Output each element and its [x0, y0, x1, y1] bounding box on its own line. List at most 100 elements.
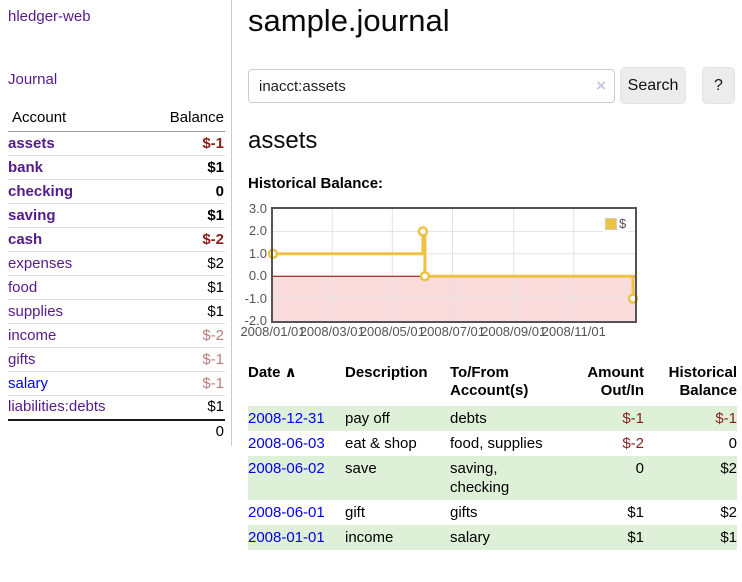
- y-axis-tick-label: 3.0: [248, 201, 267, 216]
- x-axis-tick-label: 2008/09/01: [481, 324, 547, 339]
- account-link[interactable]: assets: [8, 134, 55, 152]
- transaction-amount: 0: [562, 456, 652, 500]
- account-link[interactable]: bank: [8, 158, 44, 176]
- transaction-date-link[interactable]: 2008-12-31: [248, 410, 325, 427]
- account-link[interactable]: food: [8, 278, 38, 296]
- register-row: 2008-06-03 eat & shop food, supplies $-2 0: [248, 431, 737, 456]
- account-link[interactable]: salary: [8, 374, 49, 392]
- transaction-description: gift: [345, 504, 366, 521]
- register-row: 2008-06-01 gift gifts $1 $2: [248, 500, 737, 525]
- accounts-header-balance: Balance: [143, 106, 225, 132]
- y-axis-tick-label: -2.0: [244, 313, 267, 328]
- transaction-description: eat & shop: [345, 435, 417, 452]
- transaction-description: pay off: [345, 406, 450, 431]
- accounts-header-row: Account Balance: [8, 106, 225, 132]
- account-row: liabilities:debts $1: [8, 395, 225, 420]
- x-axis-tick-label: 2008/07/01: [419, 324, 486, 339]
- register-column-header-amount: Amount Out/In: [587, 364, 644, 399]
- clear-search-icon[interactable]: ×: [596, 76, 606, 95]
- account-row: supplies $1: [8, 299, 225, 324]
- transaction-accounts: debts: [450, 406, 562, 431]
- register-row: 2008-12-31 pay off debts $-1 $-1: [248, 406, 737, 431]
- transaction-date-link[interactable]: 2008-01-01: [248, 529, 325, 546]
- account-link[interactable]: supplies: [8, 302, 64, 320]
- transaction-amount: $-1: [562, 406, 652, 431]
- historical-balance-chart[interactable]: 3.0 2.0 1.0 0.0 -1.0 -2.0 2008/01/01 2008/03/01…: [240, 201, 670, 345]
- search-box: ×: [248, 69, 615, 103]
- account-row: saving $1: [8, 203, 225, 228]
- data-point-marker[interactable]: [417, 226, 429, 237]
- transaction-balance: 0: [728, 435, 737, 452]
- nav-journal-link[interactable]: Journal: [8, 71, 58, 88]
- account-link[interactable]: gifts: [8, 350, 36, 368]
- y-axis-tick-label: 0.0: [248, 268, 267, 284]
- transaction-balance: $2: [720, 504, 737, 521]
- account-row: expenses $2: [8, 251, 225, 276]
- account-link[interactable]: checking: [8, 182, 74, 200]
- transaction-amount: $1: [627, 504, 644, 521]
- x-axis-tick-label: 2008/01/01: [240, 324, 306, 339]
- account-link[interactable]: income: [8, 326, 57, 344]
- sort-ascending-icon[interactable]: ∧: [280, 364, 297, 381]
- account-balance: $-2: [143, 323, 225, 348]
- transaction-date-link[interactable]: 2008-06-03: [248, 435, 325, 452]
- register-row: 2008-06-02 save saving, checking 0 $2: [248, 456, 737, 500]
- account-balance: $2: [143, 251, 225, 276]
- account-link[interactable]: liabilities:debts: [8, 398, 106, 416]
- chart-legend: $: [603, 215, 629, 232]
- account-balance: 0: [143, 179, 225, 204]
- chart-title: Historical Balance:: [248, 175, 384, 192]
- app-title-link[interactable]: hledger-web: [8, 8, 91, 25]
- legend-series-label: $: [619, 216, 627, 231]
- search-input[interactable]: [248, 69, 615, 103]
- account-balance: $1: [143, 395, 225, 420]
- account-row: bank $1: [8, 155, 225, 180]
- transaction-accounts: food, supplies: [450, 435, 543, 452]
- chart-frame: [271, 207, 637, 323]
- transaction-balance: $-1: [652, 406, 737, 431]
- x-axis-tick-label: 2008/05/01: [359, 324, 425, 339]
- transaction-amount: $1: [562, 525, 652, 550]
- account-balance: $-1: [143, 371, 225, 396]
- transaction-accounts: salary: [450, 525, 562, 550]
- x-axis-tick-label: 2008/11/01: [541, 324, 606, 339]
- account-balance: $1: [143, 155, 225, 180]
- search-form: × Search ?: [248, 67, 738, 105]
- transaction-date-link[interactable]: 2008-06-01: [248, 504, 325, 521]
- account-heading: assets: [248, 127, 318, 154]
- page-title: sample.journal: [248, 3, 450, 38]
- search-help-button[interactable]: ?: [702, 67, 735, 104]
- data-point-marker[interactable]: [419, 270, 431, 282]
- transaction-description: save: [345, 456, 450, 500]
- accounts-total-balance: 0: [143, 418, 225, 444]
- register-column-header-accounts: To/From Account(s): [450, 364, 529, 399]
- account-row: cash $-2: [8, 227, 225, 252]
- account-row: assets $-1: [8, 131, 225, 156]
- account-row: checking 0: [8, 179, 225, 204]
- legend-color-swatch: [605, 217, 617, 230]
- accounts-header-account: Account: [8, 106, 144, 132]
- register-column-header-balance: Historical Balance: [668, 364, 737, 399]
- account-balance: $-1: [143, 347, 225, 372]
- y-axis-tick-label: 1.0: [248, 245, 267, 261]
- sidebar: hledger-web Journal Account Balance asse…: [0, 0, 232, 446]
- account-row: income $-2: [8, 323, 225, 348]
- search-button[interactable]: Search: [620, 67, 686, 104]
- account-link[interactable]: expenses: [8, 254, 73, 272]
- transaction-date-link[interactable]: 2008-06-02: [248, 460, 325, 477]
- chart-canvas: [267, 207, 639, 323]
- account-link[interactable]: saving: [8, 206, 56, 224]
- account-row: gifts $-1: [8, 347, 225, 372]
- register-column-header-date[interactable]: Date ∧: [248, 364, 297, 381]
- y-axis-tick-label: -1.0: [244, 290, 267, 306]
- account-row: salary $-1: [8, 371, 225, 396]
- account-balance: $1: [143, 203, 225, 228]
- account-balance: $1: [143, 299, 225, 324]
- transaction-accounts: gifts: [450, 504, 478, 521]
- x-axis-tick-label: 2008/03/01: [299, 324, 365, 339]
- transaction-description: income: [345, 525, 450, 550]
- account-link[interactable]: cash: [8, 230, 43, 248]
- register-table: Date ∧ Description To/From Account(s) Amount…: [248, 362, 737, 550]
- account-balance: $1: [143, 275, 225, 300]
